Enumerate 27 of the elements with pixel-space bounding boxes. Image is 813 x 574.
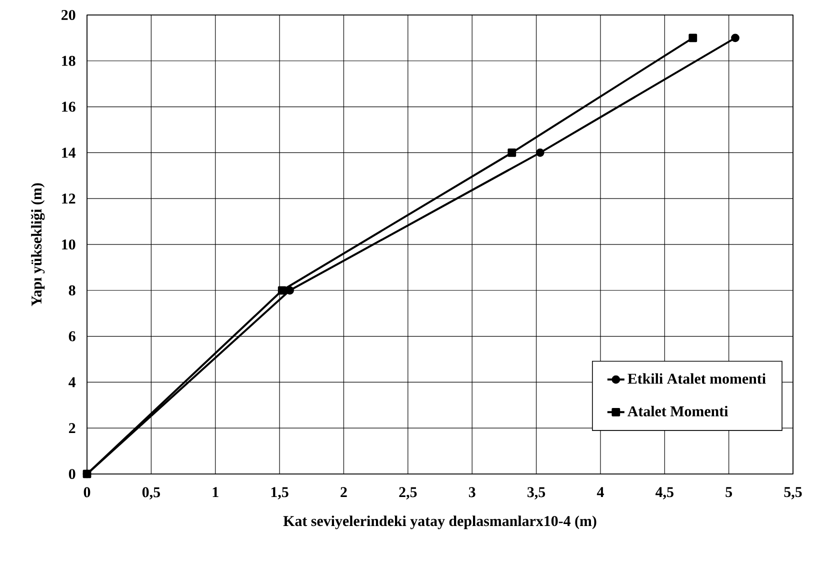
legend-label: Atalet Momenti (628, 406, 728, 416)
x-tick-label: 2,5 (399, 487, 417, 500)
x-tick-label: 1,5 (271, 487, 288, 500)
y-tick-label: 14 (62, 148, 76, 158)
x-tick-label: 4,5 (656, 487, 674, 500)
y-tick-label: 0 (68, 468, 76, 480)
legend-label: Etkili Atalet momenti (628, 373, 766, 384)
x-tick-label: 4 (596, 487, 604, 497)
x-tick-label: 0,5 (142, 487, 160, 500)
y-tick-label: 20 (62, 10, 76, 20)
x-tick-label: 5,5 (784, 487, 802, 500)
y-tick-label: 6 (68, 331, 76, 342)
y-tick-label: 4 (68, 377, 76, 388)
y-tick-label: 10 (62, 239, 76, 250)
y-tick-label: 12 (62, 194, 76, 204)
x-tick-label: 5 (726, 487, 732, 498)
x-tick-label: 1 (212, 487, 218, 498)
x-tick-label: 3 (468, 487, 476, 498)
y-tick-label: 16 (62, 102, 76, 112)
x-tick-label: 2 (340, 487, 347, 498)
y-tick-label: 2 (68, 423, 76, 434)
x-axis-title: Kat seviyelerindeki yatay deplasmanlarx10-4 (m) (283, 516, 596, 530)
x-tick-label: 3,5 (528, 487, 546, 500)
y-tick-label: 8 (68, 285, 76, 296)
y-tick-label: 18 (62, 56, 76, 66)
x-tick-label: 0 (84, 487, 90, 498)
y-axis-title: Yapı yüksekliği (m) (30, 183, 45, 306)
